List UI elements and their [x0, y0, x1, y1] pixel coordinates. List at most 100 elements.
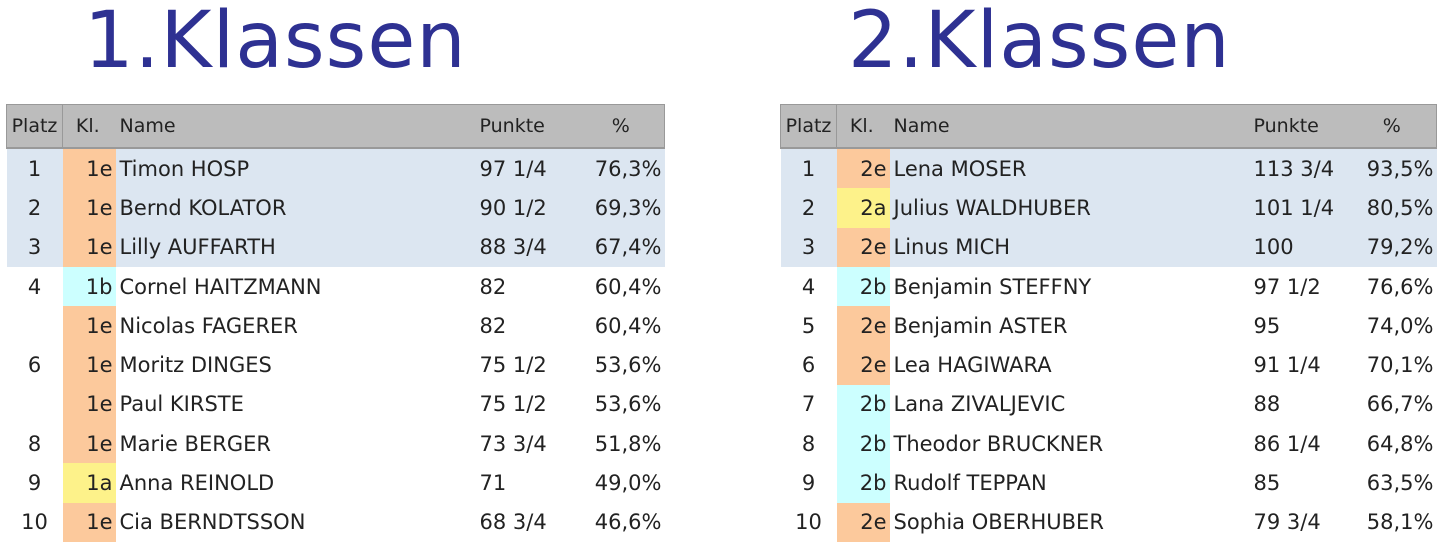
class-cell: 1e: [62, 345, 116, 385]
header-row: Platz Kl. Name Punkte %: [6, 104, 665, 149]
points-cell: 85: [1253, 471, 1281, 496]
percent-cell: 63,5%: [1366, 471, 1434, 496]
points-cell: 73 3/4: [479, 431, 547, 456]
class-cell: 1b: [62, 266, 116, 307]
table-body: 1 2e Lena MOSER 113 3/4 93,5% 2 2a Julius WALDH…: [780, 148, 1437, 542]
points-cell: 97 1/2: [1253, 274, 1321, 299]
block-title: 2.Klassen: [848, 0, 1231, 86]
block-title: 1.Klassen: [84, 0, 467, 86]
student-name-cell: Timon HOSP: [115, 148, 480, 189]
table-row: 10 1e Cia BERNDTSSON 68 3/4 46,6%: [7, 502, 665, 542]
points-cell: 82: [479, 274, 507, 299]
table-row: 4 1b Cornel HAITZMANN 82 60,4%: [7, 266, 665, 307]
header-kl: Kl.: [836, 104, 890, 149]
rank-cell: 2: [780, 188, 837, 228]
class-cell: 1e: [62, 148, 116, 189]
student-name-cell: Nicolas FAGERER: [119, 313, 298, 338]
table-row: 1 1e Timon HOSP 97 1/4 76,3%: [6, 148, 665, 189]
points-cell: 75 1/2: [479, 392, 547, 417]
student-name-cell: Moritz DINGES: [119, 353, 272, 378]
points-cell: 82: [479, 313, 507, 338]
table-row: 1 2e Lena MOSER 113 3/4 93,5%: [780, 148, 1437, 189]
points-cell: 101 1/4: [1253, 188, 1351, 228]
student-name-cell: Benjamin STEFFNY: [893, 274, 1092, 299]
student-name-cell: Julius WALDHUBER: [889, 188, 1254, 228]
table-row: 9 2b Rudolf TEPPAN 85 63,5%: [781, 463, 1437, 503]
rank-cell: 10: [795, 510, 822, 535]
student-name-cell: Cornel HAITZMANN: [119, 274, 322, 299]
percent-cell: 74,0%: [1366, 313, 1434, 338]
table-row: 8 2b Theodor BRUCKNER 86 1/4 64,8%: [781, 424, 1437, 464]
class-cell: 2a: [836, 188, 890, 228]
table-row: 2 1e Bernd KOLATOR 90 1/2 69,3%: [6, 188, 665, 228]
student-name-cell: Linus MICH: [889, 227, 1254, 267]
table-row: 6 2e Lea HAGIWARA 91 1/4 70,1%: [781, 345, 1437, 385]
student-name-cell: Rudolf TEPPAN: [893, 471, 1047, 496]
percent-cell: 76,6%: [1366, 274, 1434, 299]
percent-cell: 46,6%: [594, 510, 662, 535]
rank-cell: [7, 385, 63, 424]
class-cell: 2e: [836, 502, 890, 542]
rank-cell: 8: [801, 431, 816, 456]
points-cell: 75 1/2: [479, 353, 547, 378]
rank-cell: 5: [801, 313, 816, 338]
table-row: 1e Paul KIRSTE 75 1/2 53,6%: [7, 384, 665, 425]
rank-cell: 9: [27, 471, 42, 496]
class-cell: 1e: [62, 227, 116, 267]
student-name-cell: Lana ZIVALJEVIC: [893, 392, 1066, 417]
points-cell: 97 1/4: [479, 148, 581, 189]
table-row: 3 2e Linus MICH 100 79,2%: [780, 227, 1437, 267]
rank-cell: 3: [6, 227, 63, 267]
student-name-cell: Theodor BRUCKNER: [893, 431, 1104, 456]
table-row: 4 2b Benjamin STEFFNY 97 1/2 76,6%: [781, 266, 1437, 307]
points-cell: 86 1/4: [1253, 431, 1321, 456]
class-cell: 2e: [836, 148, 890, 189]
class-cell: 2b: [836, 384, 890, 425]
student-name-cell: Lea HAGIWARA: [893, 353, 1052, 378]
student-name-cell: Benjamin ASTER: [893, 313, 1068, 338]
class-cell: 1e: [62, 502, 116, 542]
percent-cell: 80,5%: [1350, 188, 1437, 228]
class-cell: 2e: [836, 306, 890, 346]
student-name-cell: Lilly AUFFARTH: [115, 227, 480, 267]
percent-cell: 66,7%: [1366, 392, 1434, 417]
student-name-cell: Paul KIRSTE: [119, 392, 244, 417]
student-name-cell: Bernd KOLATOR: [115, 188, 480, 228]
percent-cell: 69,3%: [580, 188, 665, 228]
table-row: 1e Nicolas FAGERER 82 60,4%: [7, 306, 665, 346]
class-cell: 1a: [62, 463, 116, 503]
points-cell: 79 3/4: [1253, 510, 1321, 535]
points-cell: 88 3/4: [479, 227, 581, 267]
header-row: Platz Kl. Name Punkte %: [780, 104, 1437, 149]
header-name: Name: [115, 104, 480, 149]
student-name-cell: Lena MOSER: [889, 148, 1254, 189]
class-cell: 2b: [836, 266, 890, 307]
table-row: 3 1e Lilly AUFFARTH 88 3/4 67,4%: [6, 227, 665, 267]
percent-cell: 49,0%: [594, 471, 662, 496]
header-platz: Platz: [6, 104, 63, 149]
student-name-cell: Anna REINOLD: [119, 471, 275, 496]
class-cell: 1e: [62, 306, 116, 346]
points-cell: 90 1/2: [479, 188, 581, 228]
ranking-table: Platz Kl. Name Punkte % 1 1e Timon HOSP 97 …: [6, 104, 665, 542]
percent-cell: 93,5%: [1350, 148, 1437, 189]
points-cell: 71: [479, 471, 507, 496]
percent-cell: 79,2%: [1350, 227, 1437, 267]
percent-cell: 60,4%: [594, 313, 662, 338]
percent-cell: 67,4%: [580, 227, 665, 267]
percent-cell: 70,1%: [1366, 353, 1434, 378]
points-cell: 100: [1253, 227, 1351, 267]
header-percent: %: [580, 104, 665, 149]
header-name: Name: [889, 104, 1254, 149]
rank-cell: 4: [27, 274, 42, 299]
percent-cell: 64,8%: [1366, 431, 1434, 456]
rank-cell: 1: [780, 148, 837, 189]
header-percent: %: [1350, 104, 1437, 149]
ranking-table: Platz Kl. Name Punkte % 1 2e Lena MOSER 113…: [780, 104, 1437, 542]
rank-cell: 1: [6, 148, 63, 189]
class-cell: 1e: [62, 424, 116, 464]
table-body: 1 1e Timon HOSP 97 1/4 76,3% 2 1e Bernd KOLATOR…: [6, 148, 665, 542]
student-name-cell: Cia BERNDTSSON: [119, 510, 306, 535]
percent-cell: 76,3%: [580, 148, 665, 189]
table-row: 6 1e Moritz DINGES 75 1/2 53,6%: [7, 345, 665, 385]
